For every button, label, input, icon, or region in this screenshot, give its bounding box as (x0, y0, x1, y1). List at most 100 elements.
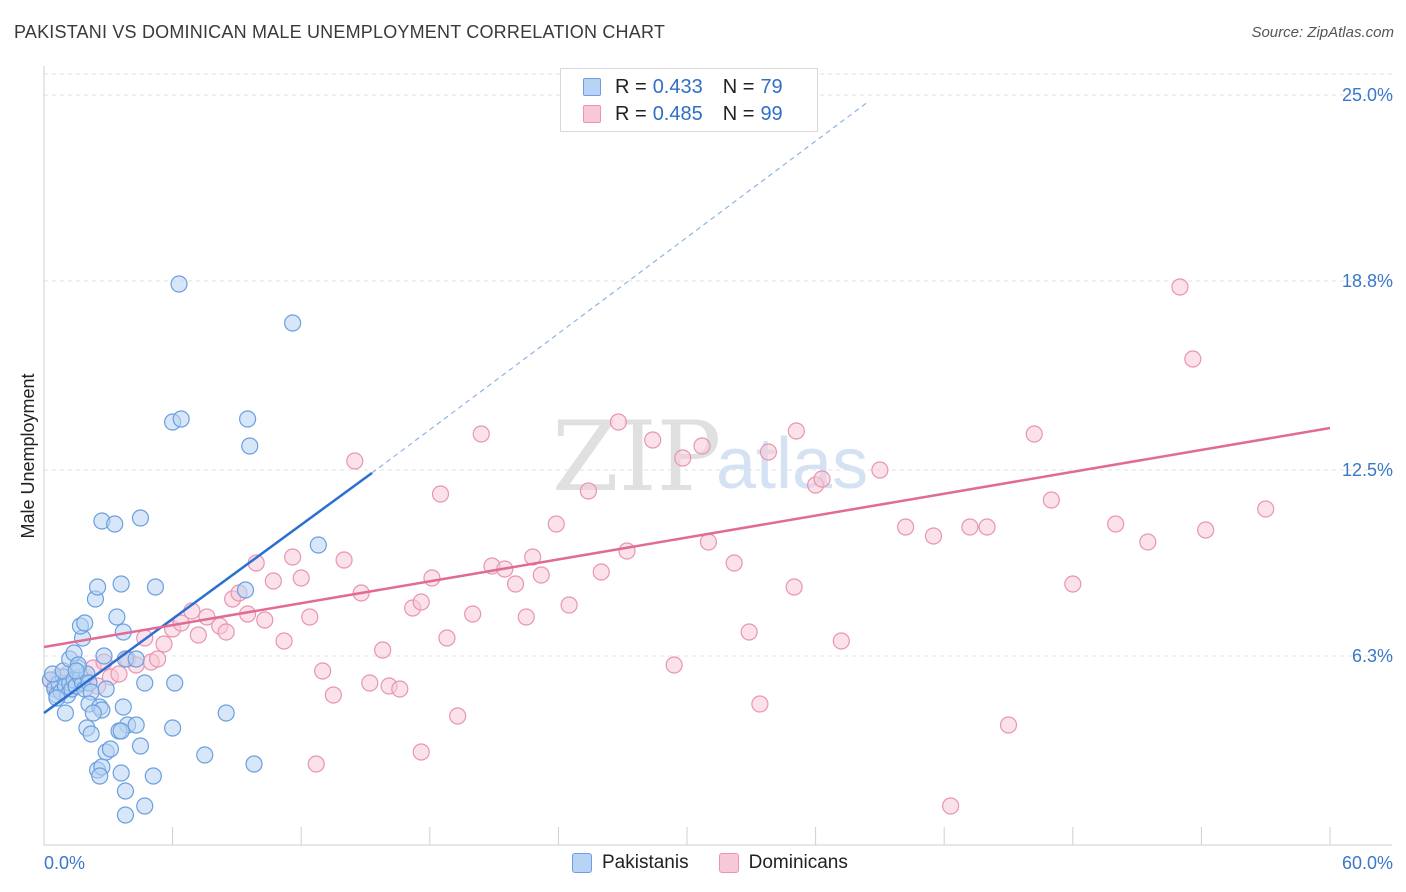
dominicans-point (579, 482, 598, 500)
pakistanis-point (116, 806, 135, 824)
pakistanis-point (76, 614, 94, 632)
dominicans-point (284, 548, 302, 566)
pakistanis-point (217, 704, 235, 722)
legend-row-dominicans: R = 0.485 N = 99 (583, 102, 783, 126)
dominicans-trend-line (43, 426, 1331, 649)
dominicans-point (189, 626, 207, 644)
dominicans-point (693, 437, 711, 455)
dominicans-point (391, 680, 409, 698)
legend-label-dominicans: Dominicans (748, 852, 848, 873)
dominicans-point (110, 665, 128, 683)
pakistanis-point (95, 647, 113, 665)
legend-r-label: R = (615, 75, 647, 98)
dominicans-point (871, 461, 889, 479)
pakistanis-point (101, 740, 120, 758)
dominicans-point (301, 608, 319, 626)
dominicans-point (148, 650, 167, 668)
pakistanis-point (136, 797, 154, 815)
dominicans-point (1197, 521, 1215, 539)
x-tick-label-min: 0.0% (44, 853, 85, 873)
pakistanis-point (106, 515, 124, 533)
dominicans-point (1257, 500, 1275, 518)
dominicans-point (464, 605, 482, 623)
dominicans-point (412, 743, 430, 761)
pakistanis-point (112, 575, 130, 593)
pakistanis-point (236, 581, 255, 599)
dominicans-point (942, 797, 960, 815)
pakistanis-point (166, 674, 184, 692)
pakistanis-point (131, 737, 150, 755)
dominicans-point (999, 716, 1018, 734)
dominicans-point (813, 470, 831, 488)
y-axis-label: Male Unemployment (18, 373, 38, 538)
dominicans-point (374, 641, 392, 659)
pakistanis-point (239, 410, 257, 428)
dominicans-point (506, 575, 525, 593)
chart-title: PAKISTANI VS DOMINICAN MALE UNEMPLOYMENT… (14, 22, 666, 42)
pakistanis-point (116, 782, 135, 800)
legend-r-label: R = (615, 102, 647, 125)
pakistanis-point (67, 662, 85, 680)
dominicans-point (264, 572, 282, 590)
watermark-zip: ZIP (552, 401, 721, 513)
x-tick-label-max: 60.0% (1342, 853, 1393, 873)
pakistanis-point (112, 764, 130, 782)
legend-item-dominicans[interactable]: Dominicans (718, 852, 848, 874)
pakistanis-point (127, 650, 145, 668)
trend-lines (43, 100, 1331, 715)
dominicans-point (1171, 278, 1189, 296)
pakistanis-point (170, 275, 188, 293)
dominicans-point (335, 551, 353, 569)
pakistanis-point (136, 674, 154, 692)
y-tick-labels: 6.3% 12.5% 18.8% 25.0% (1342, 85, 1393, 666)
dominicans-point (155, 635, 173, 653)
axes (43, 66, 1392, 846)
dominicans-point (346, 452, 364, 470)
dominicans-point (725, 554, 743, 572)
pakistanis-point (112, 722, 130, 740)
pakistanis-swatch (583, 78, 601, 96)
dominicans-point (532, 566, 550, 584)
pakistanis-point (131, 509, 150, 527)
dominicans-point (1107, 515, 1125, 533)
y-tick-label: 12.5% (1342, 460, 1393, 480)
pakistanis-point (97, 680, 115, 698)
pakistanis-point (88, 578, 107, 596)
pakistanis-point (82, 725, 100, 743)
dominicans-point (275, 632, 293, 650)
pakistanis-point (245, 755, 263, 773)
pakistanis-point (284, 314, 302, 332)
legend-row-pakistanis: R = 0.433 N = 79 (583, 75, 783, 99)
dominicans-point (787, 422, 805, 440)
dominicans-swatch (583, 105, 601, 123)
legend-n-value: 79 (760, 75, 783, 98)
correlation-legend: R = 0.433 N = 79 R = 0.485 N = 99 (560, 68, 818, 132)
dominicans-point (517, 608, 535, 626)
legend-r-value: 0.433 (652, 75, 703, 98)
pakistanis-point (241, 437, 259, 455)
pakistanis-swatch (572, 853, 592, 873)
dominicans-point (1042, 491, 1060, 509)
dominicans-point (1184, 350, 1202, 368)
dominicans-point (256, 611, 274, 629)
dominicans-point (759, 443, 778, 461)
dominicans-point (1025, 425, 1043, 443)
legend-item-pakistanis[interactable]: Pakistanis (572, 852, 689, 874)
pakistanis-point (309, 536, 327, 554)
pakistanis-point (146, 578, 165, 596)
dominicans-point (431, 485, 450, 503)
dominicans-point (1064, 575, 1082, 593)
pakistanis-point (127, 716, 145, 734)
dominicans-point (618, 542, 636, 560)
dominicans-point (423, 569, 441, 587)
dominicans-point (665, 656, 683, 674)
y-tick-label: 25.0% (1342, 85, 1393, 105)
dominicans-point (609, 413, 628, 431)
dominicans-point (361, 674, 379, 692)
dominicans-point (674, 449, 692, 467)
pakistanis-trend-extension (371, 100, 870, 474)
y-tick-label: 18.8% (1342, 271, 1393, 291)
series-legend: Pakistanis Dominicans (572, 852, 878, 874)
dominicans-point (324, 686, 342, 704)
